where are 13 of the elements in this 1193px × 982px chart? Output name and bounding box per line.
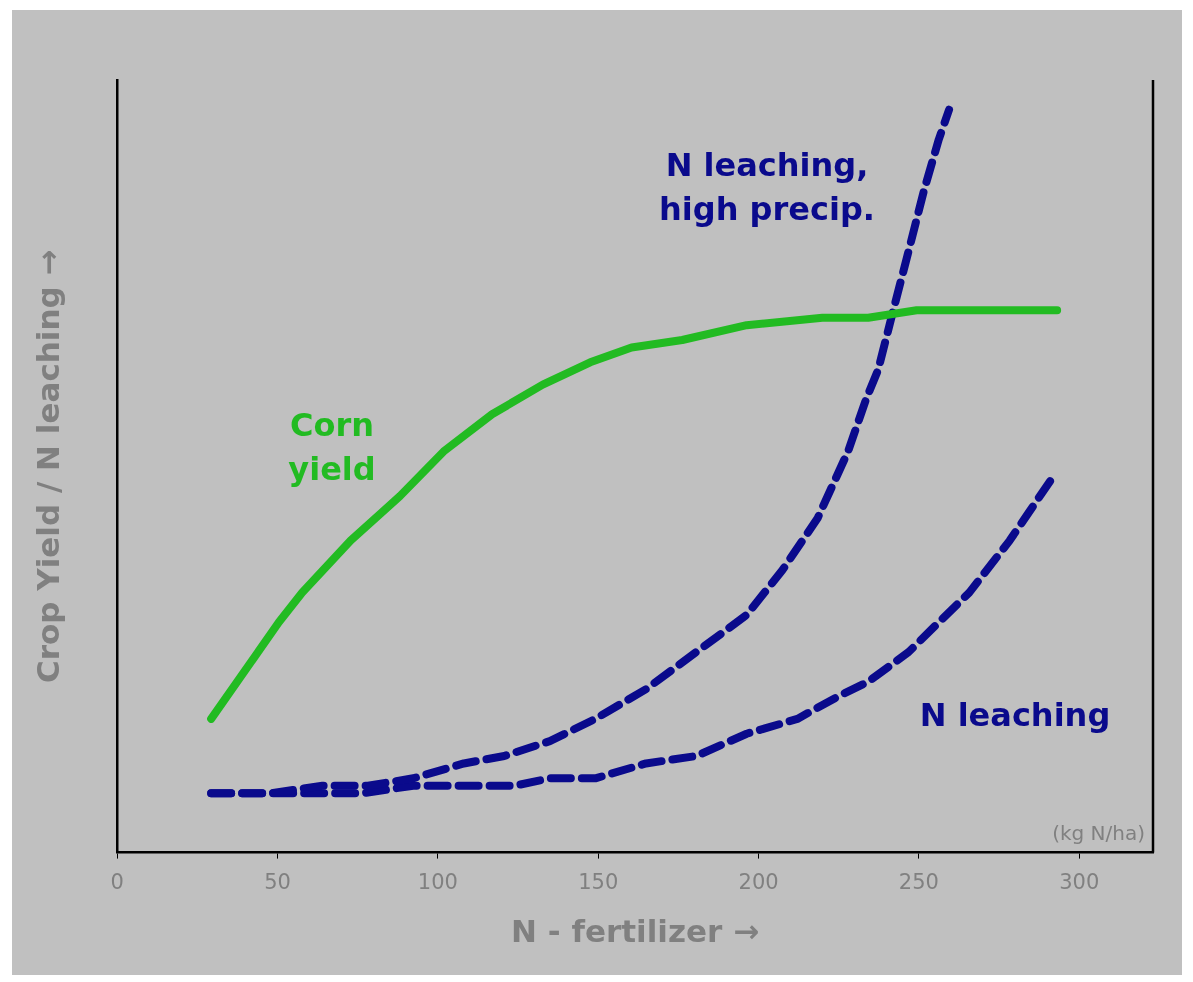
series-label: Corn yield	[288, 406, 376, 489]
x-axis-title: N - fertilizer →	[511, 913, 760, 950]
series-label: N leaching	[919, 696, 1111, 735]
x-tick-label: 50	[264, 869, 291, 894]
annotation: (kg N/ha)	[1052, 820, 1145, 845]
x-tick-label: 150	[578, 869, 619, 894]
x-tick-label: 250	[898, 869, 939, 894]
x-tick-label: 200	[738, 869, 779, 894]
y-axis-title: Crop Yield / N leaching →	[29, 249, 66, 684]
series-label: N leaching, high precip.	[659, 146, 875, 229]
x-tick-label: 100	[417, 869, 458, 894]
x-tick-label: 0	[110, 869, 124, 894]
x-tick-label: 300	[1059, 869, 1100, 894]
